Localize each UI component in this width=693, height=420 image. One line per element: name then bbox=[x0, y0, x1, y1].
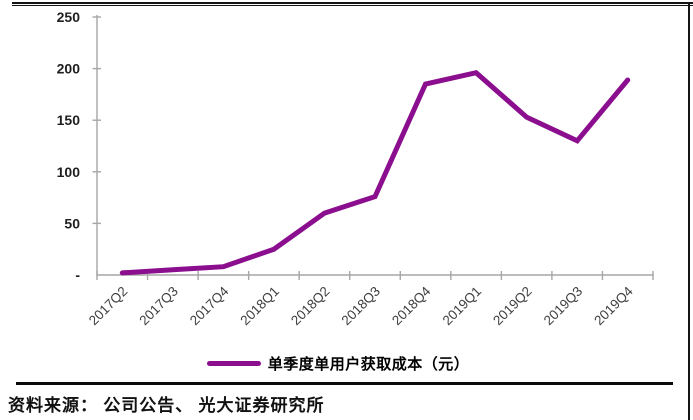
legend-label: 单季度单用户获取成本（元） bbox=[267, 356, 470, 373]
y-tick-label: 100 bbox=[57, 164, 81, 180]
x-tick-label: 2019Q4 bbox=[591, 283, 636, 328]
series-line bbox=[119, 69, 631, 276]
y-tick-label: 200 bbox=[57, 61, 81, 77]
y-tick-label: - bbox=[75, 267, 80, 283]
right-border bbox=[687, 2, 690, 420]
x-tick-label: 2019Q1 bbox=[440, 284, 485, 329]
x-tick-label: 2018Q2 bbox=[288, 284, 333, 329]
x-tick-label: 2017Q3 bbox=[136, 284, 181, 329]
y-tick-label: 250 bbox=[57, 9, 81, 25]
x-tick-label: 2019Q2 bbox=[490, 284, 535, 329]
x-tick-label: 2018Q3 bbox=[339, 284, 384, 329]
top-double-border bbox=[12, 2, 693, 6]
footer-separator-line bbox=[16, 382, 673, 385]
axis-lines bbox=[96, 15, 653, 276]
legend-line-swatch bbox=[206, 360, 261, 366]
x-tick-label: 2018Q1 bbox=[237, 284, 282, 329]
legend: 单季度单用户获取成本（元） bbox=[0, 352, 676, 374]
x-tick-label: 2018Q4 bbox=[389, 283, 434, 328]
x-tick-label: 2019Q3 bbox=[541, 284, 586, 329]
source-attribution: 资料来源： 公司公告、 光大证券研究所 bbox=[8, 396, 325, 415]
y-tick-label: 50 bbox=[64, 215, 80, 231]
x-tick-label: 2017Q4 bbox=[187, 283, 232, 328]
x-tick-label: 2017Q2 bbox=[86, 284, 131, 329]
y-tick-label: 150 bbox=[57, 112, 81, 128]
